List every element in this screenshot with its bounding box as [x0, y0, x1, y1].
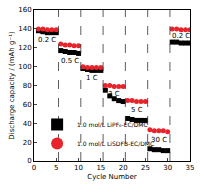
svg-text:10: 10 — [74, 164, 83, 172]
svg-text:0.5 C: 0.5 C — [61, 57, 79, 65]
svg-text:20: 20 — [23, 139, 32, 147]
svg-text:0.2 C: 0.2 C — [172, 32, 190, 40]
svg-text:Discharge capacity / (mAh g⁻¹): Discharge capacity / (mAh g⁻¹) — [8, 31, 16, 140]
svg-text:25: 25 — [141, 164, 150, 172]
svg-text:5 C: 5 C — [131, 106, 143, 114]
svg-text:5: 5 — [54, 164, 58, 172]
svg-text:1 C: 1 C — [86, 74, 98, 82]
svg-text:15: 15 — [96, 164, 105, 172]
svg-text:2 C: 2 C — [108, 90, 120, 98]
svg-text:60: 60 — [23, 101, 32, 109]
svg-text:80: 80 — [23, 82, 32, 90]
svg-text:30: 30 — [163, 164, 172, 172]
svg-text:120: 120 — [18, 44, 31, 52]
svg-text:35: 35 — [186, 164, 195, 172]
svg-text:160: 160 — [18, 6, 31, 14]
svg-text:40: 40 — [23, 120, 32, 128]
svg-text:30 C: 30 C — [151, 136, 167, 144]
svg-text:100: 100 — [18, 63, 31, 71]
svg-text:1.0 mol/L LiSDFB-EC/DMC: 1.0 mol/L LiSDFB-EC/DMC — [77, 140, 154, 147]
svg-text:Cycle Number: Cycle Number — [87, 173, 137, 181]
svg-text:0.2 C: 0.2 C — [38, 36, 56, 44]
svg-text:0: 0 — [32, 164, 36, 172]
svg-text:140: 140 — [18, 25, 31, 33]
svg-text:0: 0 — [27, 157, 31, 165]
svg-text:20: 20 — [119, 164, 128, 172]
svg-text:1.0 mol/L LiPF₆-EC/DMC: 1.0 mol/L LiPF₆-EC/DMC — [77, 121, 148, 128]
